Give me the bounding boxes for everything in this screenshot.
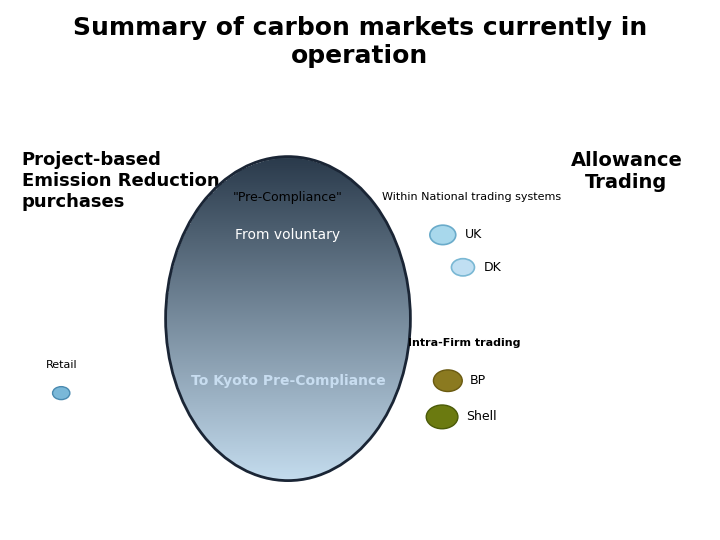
Text: Within National trading systems: Within National trading systems [382,192,561,202]
Text: Retail: Retail [45,360,77,369]
Circle shape [426,405,458,429]
Text: Project-based
Emission Reduction
purchases: Project-based Emission Reduction purchas… [22,151,219,211]
Text: From voluntary: From voluntary [235,228,341,242]
Text: To Kyoto Pre-Compliance: To Kyoto Pre-Compliance [191,374,385,388]
Text: Allowance
Trading: Allowance Trading [570,151,683,192]
Circle shape [451,259,474,276]
Text: BP: BP [469,374,485,387]
Text: Shell: Shell [467,410,498,423]
Text: Intra-Firm trading: Intra-Firm trading [408,338,521,348]
Circle shape [53,387,70,400]
Text: DK: DK [484,261,502,274]
Circle shape [433,370,462,392]
Text: UK: UK [464,228,482,241]
Text: Summary of carbon markets currently in
operation: Summary of carbon markets currently in o… [73,16,647,68]
Text: "Pre-Compliance": "Pre-Compliance" [233,191,343,204]
Circle shape [430,225,456,245]
